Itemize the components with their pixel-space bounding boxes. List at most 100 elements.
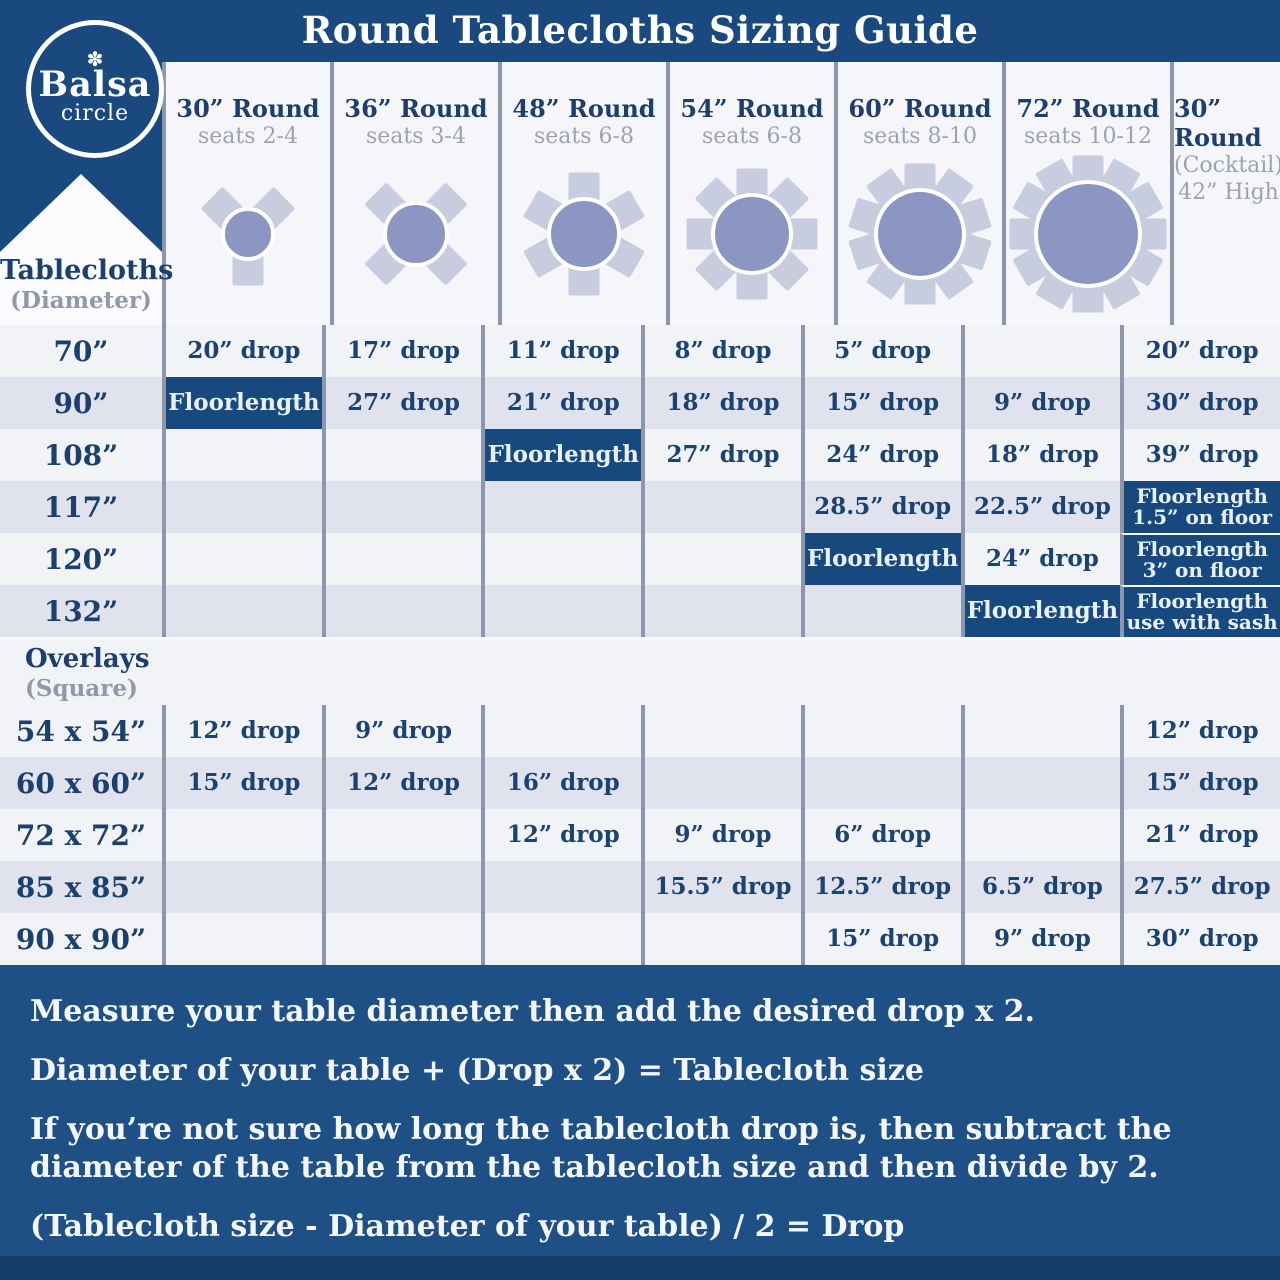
drop-cell: 12” drop xyxy=(162,705,322,757)
cell-text: 18” drop xyxy=(985,440,1099,468)
floorlength-cell: Floorlength 3” on floor xyxy=(1120,533,1280,585)
cell-text: 17” drop xyxy=(347,336,460,364)
drop-cell: 12” drop xyxy=(321,757,482,809)
drop-cell: 15” drop xyxy=(800,377,961,429)
column-title: 30” Round xyxy=(1174,94,1262,152)
column-title: 54” Round xyxy=(680,94,824,123)
row-size-label: 90” xyxy=(53,386,109,420)
empty-cell xyxy=(641,705,801,757)
column-seats-label: (Cocktail) xyxy=(1174,153,1280,178)
cell-text: 27” drop xyxy=(347,388,460,416)
cell-text: Floorlength xyxy=(1136,589,1268,613)
table-top-icon xyxy=(874,188,966,280)
empty-cell xyxy=(321,809,482,861)
cell-text: 9” drop xyxy=(674,820,772,848)
drop-cell: 15” drop xyxy=(162,757,322,809)
column-header-6: 72” Round seats 10-12 xyxy=(1002,62,1170,325)
cell-text: 39” drop xyxy=(1145,440,1259,468)
tablecloth-row: 108” Floorlength 27” drop 24” drop 18” drop 3… xyxy=(0,429,1280,481)
arrow-up-shape xyxy=(0,174,162,252)
column-height-label: 42” High xyxy=(1178,180,1279,205)
column-header-2: 36” Round seats 3-4 xyxy=(330,62,498,325)
drop-cell: 15.5” drop xyxy=(641,861,801,913)
table-with-chairs-illustration xyxy=(334,150,498,318)
instructions-panel: Measure your table diameter then add the… xyxy=(0,965,1280,1280)
cell-text: Floorlength xyxy=(487,440,639,468)
empty-cell xyxy=(960,705,1121,757)
column-seats-label: seats 3-4 xyxy=(366,124,466,149)
cell-text: 12” drop xyxy=(1145,716,1259,744)
cell-text-line2: 3” on floor xyxy=(1142,558,1262,582)
drop-cell: 22.5” drop xyxy=(960,481,1121,533)
empty-cell xyxy=(481,533,641,585)
drop-cell: 9” drop xyxy=(960,377,1121,429)
column-header-3: 48” Round seats 6-8 xyxy=(498,62,666,325)
drop-cell: 18” drop xyxy=(641,377,801,429)
drop-cell: 27” drop xyxy=(321,377,482,429)
column-title: 48” Round xyxy=(512,94,656,123)
empty-cell xyxy=(321,585,482,637)
empty-cell xyxy=(800,757,961,809)
empty-cell xyxy=(641,585,801,637)
row-size-label: 108” xyxy=(43,438,119,472)
drop-cell: 24” drop xyxy=(800,429,961,481)
table-with-chairs-illustration xyxy=(502,150,666,318)
floorlength-cell: Floorlength xyxy=(800,533,961,585)
overlay-row: 54 x 54” 12” drop 9” drop 12” drop xyxy=(0,705,1280,757)
tablecloth-row: 132” Floorlength Floorlength use with sash xyxy=(0,585,1280,637)
row-size-label: 120” xyxy=(43,542,119,576)
drop-cell: 27” drop xyxy=(641,429,801,481)
cell-text: 15” drop xyxy=(1145,768,1259,796)
drop-cell: 30” drop xyxy=(1120,913,1280,965)
empty-cell xyxy=(162,533,322,585)
brand-logo: ✽ Balsa circle xyxy=(26,20,164,158)
empty-cell xyxy=(960,809,1121,861)
cell-text: 20” drop xyxy=(1145,336,1259,364)
brand-name: Balsa xyxy=(38,64,152,105)
cell-text: 12.5” drop xyxy=(814,872,952,900)
column-title: 72” Round xyxy=(1016,94,1160,123)
empty-cell xyxy=(481,585,641,637)
cell-text: 9” drop xyxy=(993,924,1091,952)
table-with-chairs-illustration xyxy=(1006,150,1170,318)
drop-cell: 18” drop xyxy=(960,429,1121,481)
drop-cell: 11” drop xyxy=(481,325,641,377)
drop-cell: 15” drop xyxy=(800,913,961,965)
instruction-line: Measure your table diameter then add the… xyxy=(30,994,1035,1029)
empty-cell xyxy=(641,533,801,585)
sprout-icon: ✽ xyxy=(86,47,104,71)
drop-cell: 6.5” drop xyxy=(960,861,1121,913)
column-title: 30” Round xyxy=(176,94,320,123)
column-seats-label: seats 8-10 xyxy=(863,124,977,149)
title-band: Round Tablecloths Sizing Guide xyxy=(0,0,1280,62)
cell-text: 15” drop xyxy=(187,768,301,796)
tablecloth-row: 90” Floorlength 27” drop 21” drop 18” drop 15… xyxy=(0,377,1280,429)
cell-text: 30” drop xyxy=(1145,924,1259,952)
column-header-row: Tablecloths (Diameter) 30” Round seats 2-… xyxy=(0,62,1280,325)
cell-text: 24” drop xyxy=(826,440,940,468)
footer-accent-bar xyxy=(0,1256,1280,1280)
cell-text: 15” drop xyxy=(826,388,940,416)
empty-cell xyxy=(321,913,482,965)
cell-text: Floorlength xyxy=(807,544,959,572)
cell-text: 20” drop xyxy=(187,336,301,364)
column-header-4: 54” Round seats 6-8 xyxy=(666,62,834,325)
drop-cell: 24” drop xyxy=(960,533,1121,585)
overlay-row: 72 x 72” 12” drop 9” drop 6” drop 21” drop xyxy=(0,809,1280,861)
cell-text-line2: use with sash xyxy=(1126,610,1278,634)
row-size-label: 90 x 90” xyxy=(15,922,147,956)
tablecloth-row: 117” 28.5” drop 22.5” drop Floorlength 1.5” … xyxy=(0,481,1280,533)
row-size-label: 72 x 72” xyxy=(15,818,147,852)
floorlength-cell: Floorlength use with sash xyxy=(1120,585,1280,637)
drop-cell: 8” drop xyxy=(641,325,801,377)
table-top-icon xyxy=(547,197,621,271)
diameter-table: 70” 20” drop 17” drop 11” drop 8” drop 5” dro… xyxy=(0,325,1280,637)
cell-text: 28.5” drop xyxy=(814,492,952,520)
tablecloth-row: 70” 20” drop 17” drop 11” drop 8” drop 5” dro… xyxy=(0,325,1280,377)
row-label-header: Tablecloths (Diameter) xyxy=(0,62,173,325)
drop-cell: 5” drop xyxy=(800,325,961,377)
formula-drop: (Tablecloth size - Diameter of your tabl… xyxy=(30,1209,905,1245)
empty-cell xyxy=(321,429,482,481)
drop-cell: 30” drop xyxy=(1120,377,1280,429)
drop-cell: 17” drop xyxy=(321,325,482,377)
